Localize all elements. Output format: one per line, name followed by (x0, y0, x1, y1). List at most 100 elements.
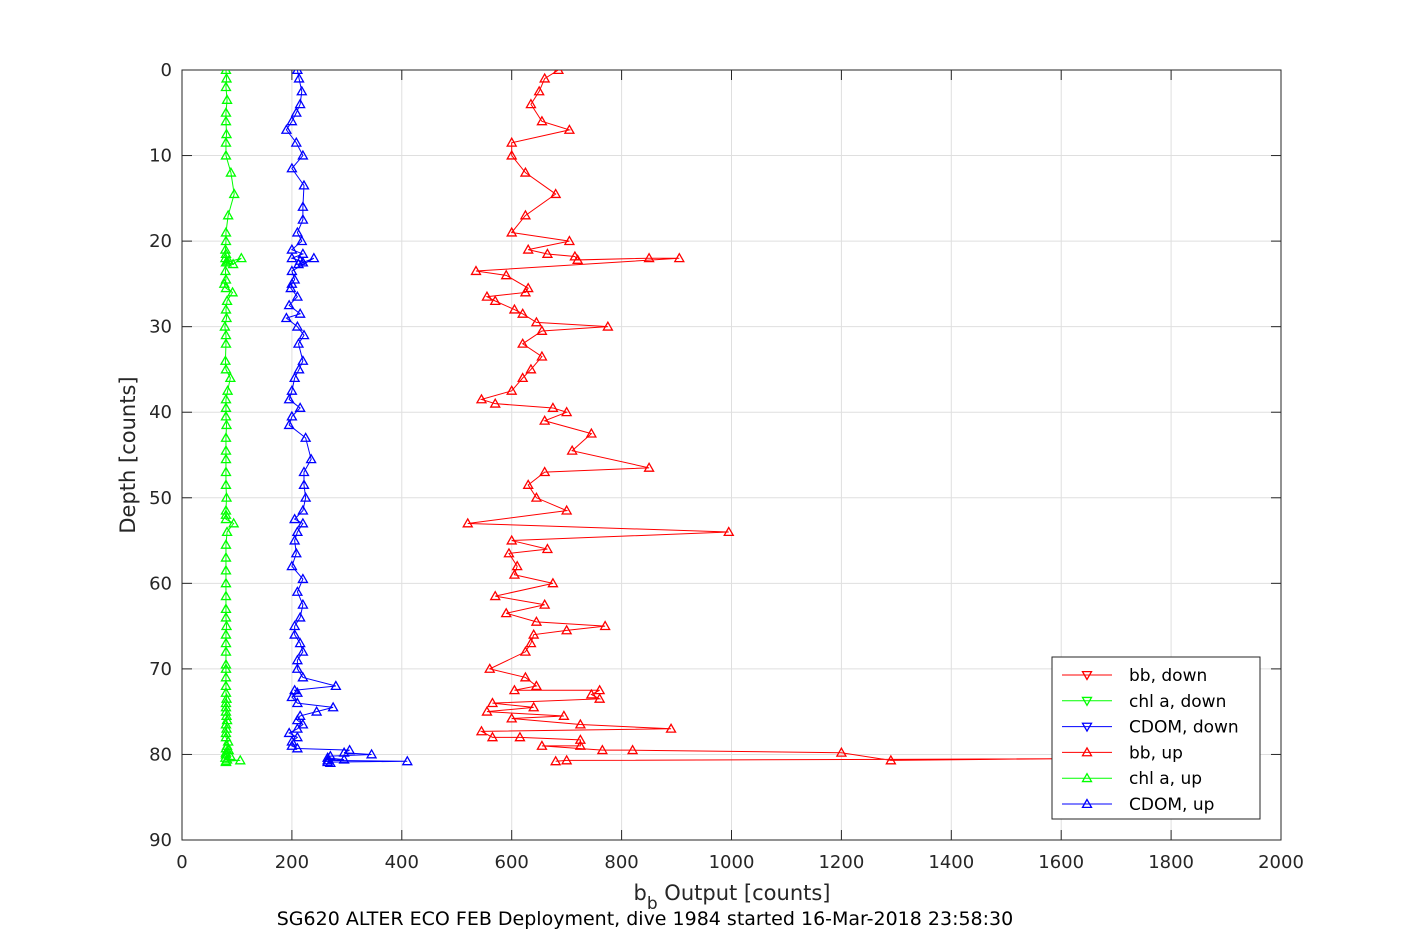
data-point (525, 637, 537, 648)
y-tick-label: 0 (161, 60, 172, 81)
y-tick-label: 50 (149, 488, 172, 509)
data-point (220, 590, 232, 601)
data-point (224, 750, 236, 761)
data-point (297, 201, 309, 211)
data-point (280, 124, 293, 134)
data-point (220, 72, 233, 83)
data-point (298, 479, 310, 489)
data-point (519, 166, 532, 177)
data-point (338, 753, 350, 764)
data-point (293, 363, 305, 374)
data-point (536, 740, 548, 750)
data-point (550, 188, 562, 199)
data-point (643, 252, 655, 263)
data-point (222, 735, 234, 746)
x-tick-label: 200 (275, 852, 309, 873)
data-point (220, 136, 232, 147)
data-point (835, 746, 848, 757)
data-point (723, 526, 735, 537)
y-tick-label: 80 (149, 744, 172, 765)
data-point (220, 410, 232, 421)
data-point (297, 671, 309, 682)
data-point (321, 756, 334, 767)
data-point (506, 136, 518, 147)
data-point (291, 586, 304, 596)
data-point (220, 577, 232, 588)
data-point (286, 162, 298, 173)
data-point (235, 252, 247, 263)
data-point (508, 568, 521, 579)
data-point (508, 684, 521, 695)
legend-entry-label: chl a, up (1129, 769, 1202, 789)
data-point (291, 687, 304, 697)
data-point (290, 547, 302, 558)
legend-marker (1081, 670, 1093, 681)
data-point (220, 727, 232, 738)
data-point (283, 393, 295, 404)
x-tick-label: 400 (385, 852, 419, 873)
data-point (220, 128, 233, 139)
data-point (220, 70, 232, 75)
data-point (220, 432, 232, 442)
data-point (292, 337, 305, 348)
data-point (517, 372, 529, 383)
data-point (506, 226, 518, 237)
data-point (475, 393, 488, 404)
data-point (885, 754, 897, 765)
data-point (519, 645, 532, 656)
data-point (517, 337, 529, 348)
data-point (528, 701, 540, 712)
x-tick-label: 1200 (818, 852, 864, 873)
data-point (530, 616, 543, 626)
data-point (220, 722, 233, 733)
data-point (602, 320, 614, 331)
data-point (558, 710, 570, 720)
data-point (291, 742, 304, 753)
data-point (300, 491, 312, 502)
data-point (297, 598, 309, 609)
data-point (228, 517, 240, 528)
data-point (220, 564, 232, 575)
data-point (289, 628, 301, 639)
data-point (220, 756, 232, 767)
data-point (291, 70, 304, 75)
data-point (220, 235, 232, 246)
data-point (343, 744, 356, 755)
data-point (626, 744, 639, 755)
x-axis-label-main: b (633, 881, 646, 905)
data-point (289, 513, 301, 524)
data-point (481, 290, 493, 301)
data-point (489, 590, 501, 601)
data-point (286, 410, 298, 421)
data-point (536, 325, 548, 335)
data-point (500, 269, 512, 280)
data-point (220, 363, 232, 374)
data-point (225, 166, 237, 177)
data-point (522, 243, 534, 254)
data-point (547, 402, 559, 412)
data-point (519, 209, 532, 220)
data-point (286, 265, 298, 276)
data-point (324, 757, 336, 768)
data-point (500, 607, 512, 618)
legend-box (1051, 656, 1261, 820)
data-point (506, 385, 518, 395)
data-point (484, 663, 496, 673)
data-point (220, 312, 233, 323)
series-group (218, 70, 1067, 768)
data-point (291, 290, 304, 301)
legend: bb, down chl a, down CDOM, down bb, up chl a… (1051, 656, 1261, 820)
legend-marker (1081, 798, 1093, 809)
data-point (365, 748, 378, 759)
y-tick-label: 40 (149, 402, 172, 423)
data-point (220, 611, 232, 622)
data-point (294, 611, 306, 622)
data-point (220, 479, 232, 489)
data-point (220, 705, 232, 716)
data-point (522, 479, 534, 489)
data-point (220, 453, 232, 464)
data-point (286, 740, 298, 750)
data-point (297, 149, 309, 160)
data-point (539, 72, 551, 83)
